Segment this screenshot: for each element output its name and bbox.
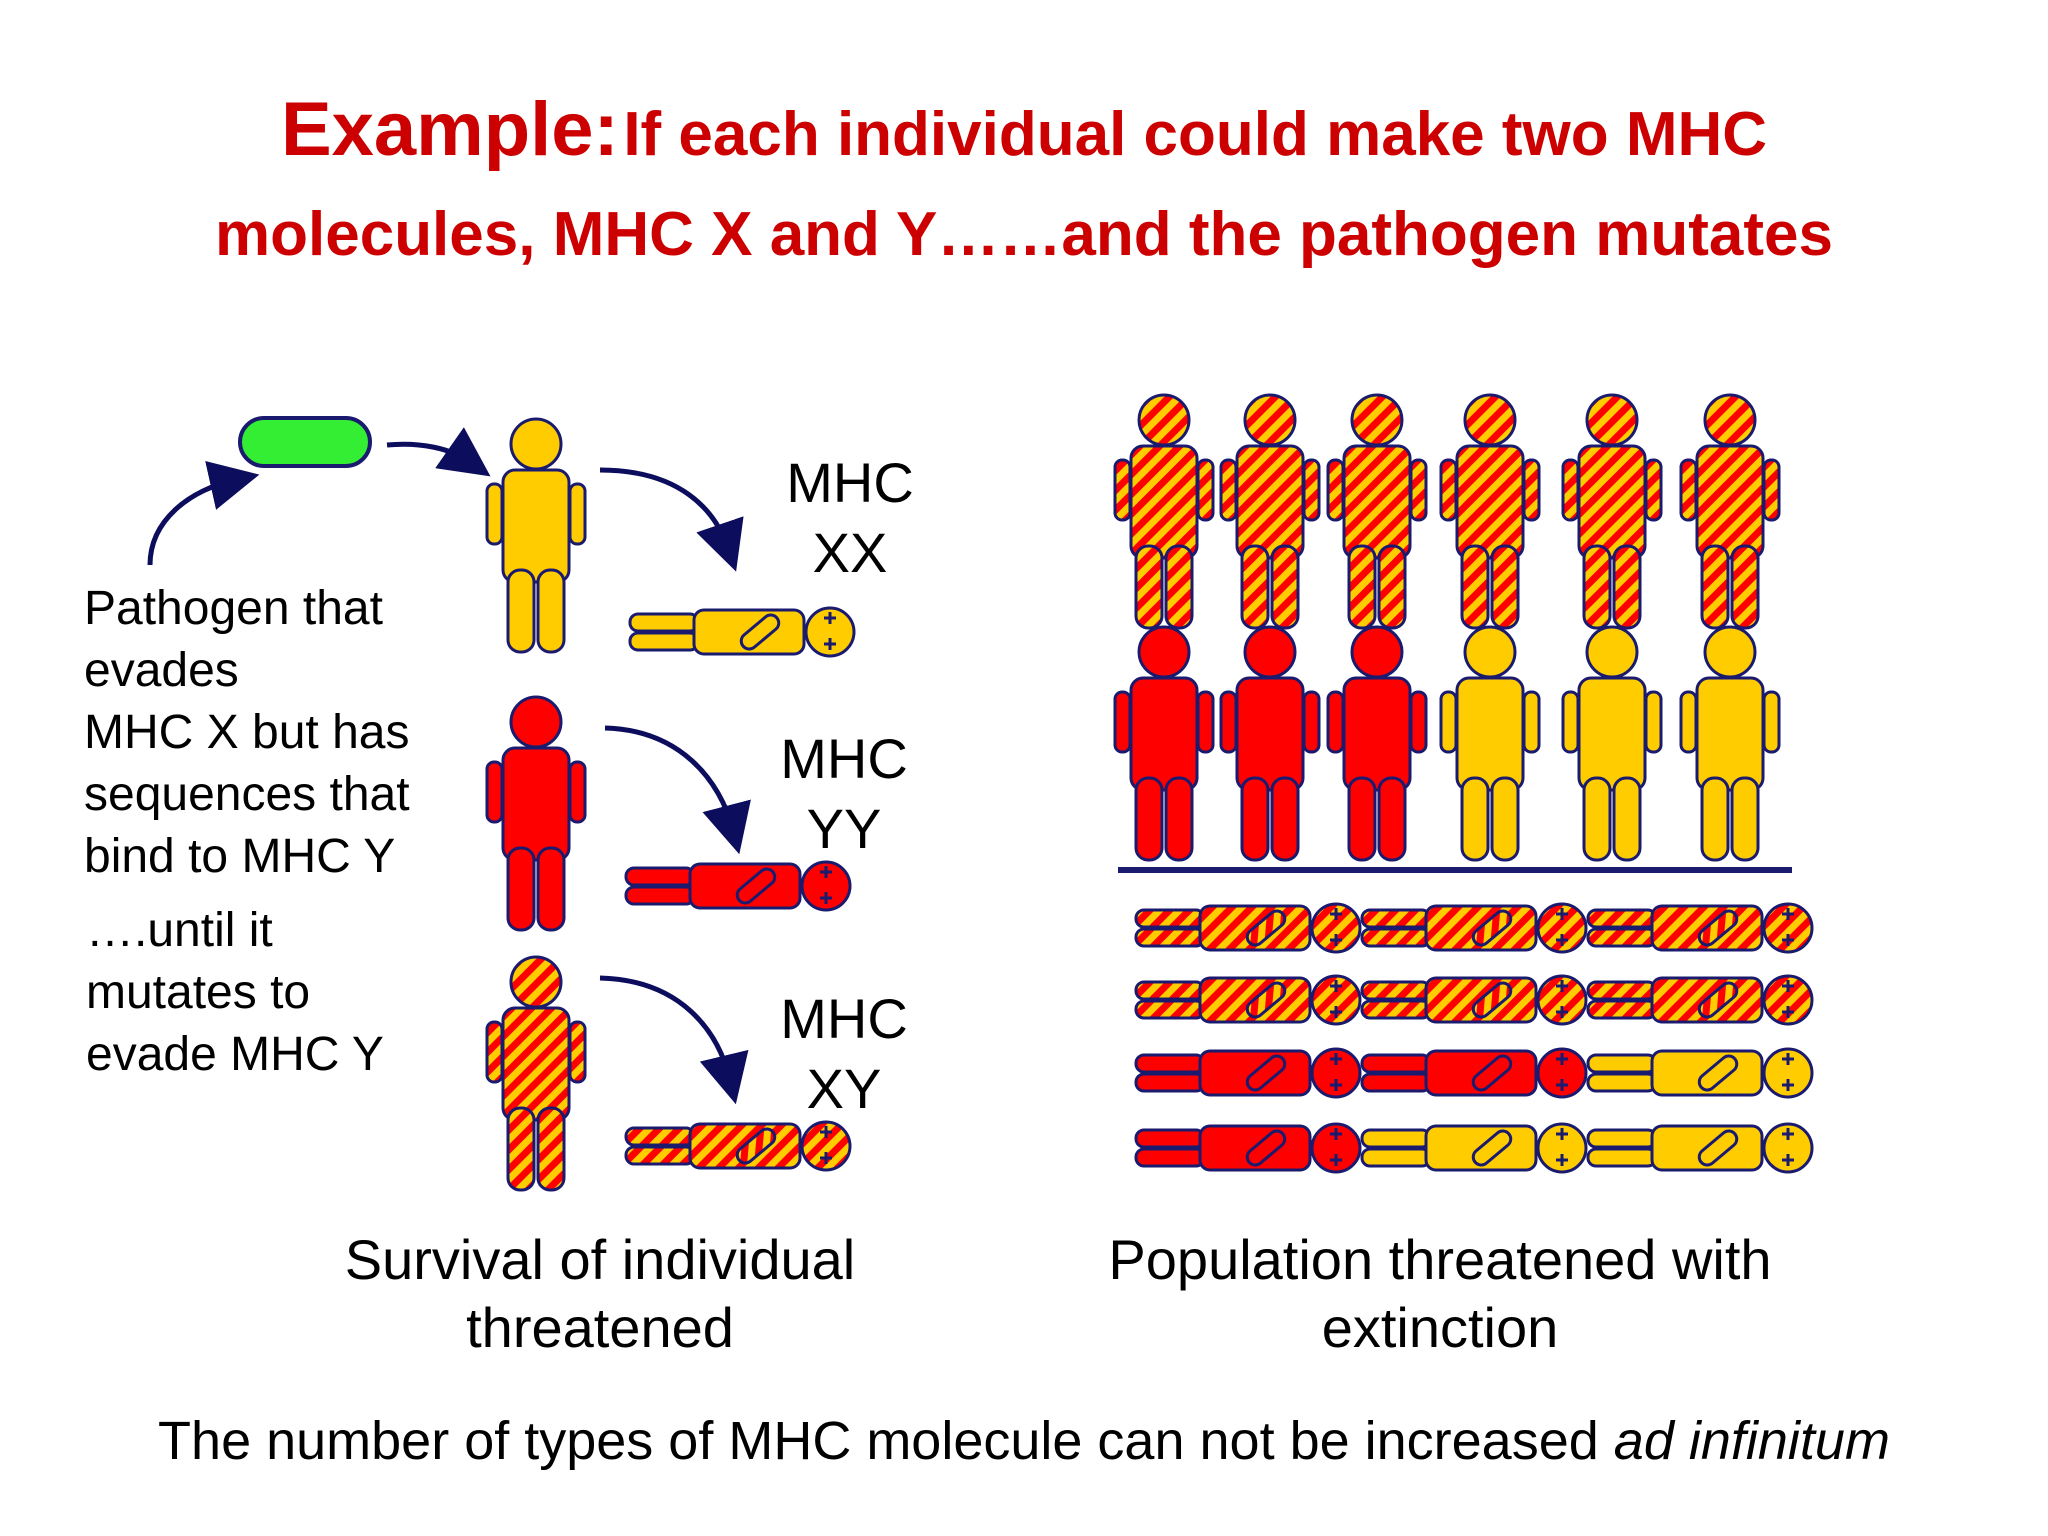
mhc-label-text: MHC — [786, 451, 914, 514]
population-dead-xy — [1134, 974, 1362, 1026]
population-person-xx — [1679, 625, 1781, 862]
mhc-label-genotype: XY — [806, 1057, 882, 1120]
pathogen-description-line: evades — [84, 644, 239, 697]
arrow-pathogen-to-person — [386, 427, 491, 477]
footer-italic-text: ad infinitum — [1613, 1411, 1890, 1471]
population-dead-xy — [1360, 974, 1588, 1026]
population-person-xx — [1561, 625, 1663, 862]
arrow-to-pathogen — [147, 461, 260, 566]
pathogen-description-line: Pathogen that — [84, 582, 383, 635]
mhc-label-yy: MHC YY — [764, 724, 924, 864]
slide-title: Example: If each individual could make t… — [0, 88, 2048, 277]
mutation-description-line: evade MHC Y — [86, 1028, 384, 1081]
mhc-label-genotype: XX — [812, 521, 888, 584]
population-dead-xy — [1586, 902, 1814, 954]
population-dead-yy — [1134, 1122, 1362, 1174]
caption-line: Survival of individual — [344, 1228, 856, 1291]
pathogen-description-line: MHC X but has — [84, 706, 410, 759]
mutation-description: ….until it mutates to evade MHC Y — [86, 900, 384, 1086]
population-dead-xy — [1134, 902, 1362, 954]
population-person-xy — [1679, 393, 1781, 630]
footer-text: The number of types of MHC molecule can … — [158, 1411, 1614, 1471]
pathogen-description-line: bind to MHC Y — [84, 830, 396, 883]
population-dead — [1134, 902, 1814, 1174]
mhc-label-genotype: YY — [806, 797, 882, 860]
mhc-label-xx: MHC XX — [770, 448, 930, 588]
person-yy-standing — [485, 695, 587, 932]
population-dead-xx — [1586, 1122, 1814, 1174]
person-yy-dead — [624, 860, 852, 912]
mutation-description-line: ….until it — [86, 904, 273, 957]
arrow-yy-to-dead — [604, 725, 751, 855]
population-person-xy — [1113, 393, 1215, 630]
arrow-xx-to-dead — [599, 467, 744, 572]
arrow-xy-to-dead — [599, 975, 749, 1105]
population-dead-xy — [1586, 974, 1814, 1026]
title-line-1: If each individual could make two MHC — [623, 100, 1768, 169]
person-xx-standing — [485, 417, 587, 654]
population-dead-yy — [1360, 1047, 1588, 1099]
population-person-xy — [1561, 393, 1663, 630]
mhc-label-text: MHC — [780, 727, 908, 790]
mhc-label-xy: MHC XY — [764, 984, 924, 1124]
population-person-yy — [1113, 625, 1215, 862]
caption-line: threatened — [466, 1296, 734, 1359]
title-prefix: Example: — [280, 87, 619, 172]
population-person-xx — [1439, 625, 1541, 862]
pathogen-description-line: sequences that — [84, 768, 410, 821]
caption-individual: Survival of individual threatened — [250, 1226, 950, 1362]
population-dead-xy — [1360, 902, 1588, 954]
caption-line: Population threatened with — [1108, 1228, 1772, 1291]
population-dead-xx — [1586, 1047, 1814, 1099]
population-person-yy — [1219, 625, 1321, 862]
population-person-yy — [1326, 625, 1428, 862]
population-standing — [1113, 393, 1781, 862]
mutation-description-line: mutates to — [86, 966, 311, 1019]
person-xy-standing — [485, 955, 587, 1192]
population-dead-xx — [1360, 1122, 1588, 1174]
mhc-label-text: MHC — [780, 987, 908, 1050]
population-person-xy — [1326, 393, 1428, 630]
pathogen-description: Pathogen that evades MHC X but has seque… — [84, 578, 410, 888]
title-line-2: molecules, MHC X and Y……and the pathogen… — [215, 200, 1833, 269]
population-person-xy — [1439, 393, 1541, 630]
footer-statement: The number of types of MHC molecule can … — [0, 1410, 2048, 1472]
population-person-xy — [1219, 393, 1321, 630]
population-dead-yy — [1134, 1047, 1362, 1099]
caption-line: extinction — [1321, 1296, 1559, 1359]
caption-population: Population threatened with extinction — [1080, 1226, 1800, 1362]
person-xy-dead — [624, 1120, 852, 1172]
person-xx-dead — [628, 606, 856, 658]
pathogen-icon — [238, 416, 372, 468]
